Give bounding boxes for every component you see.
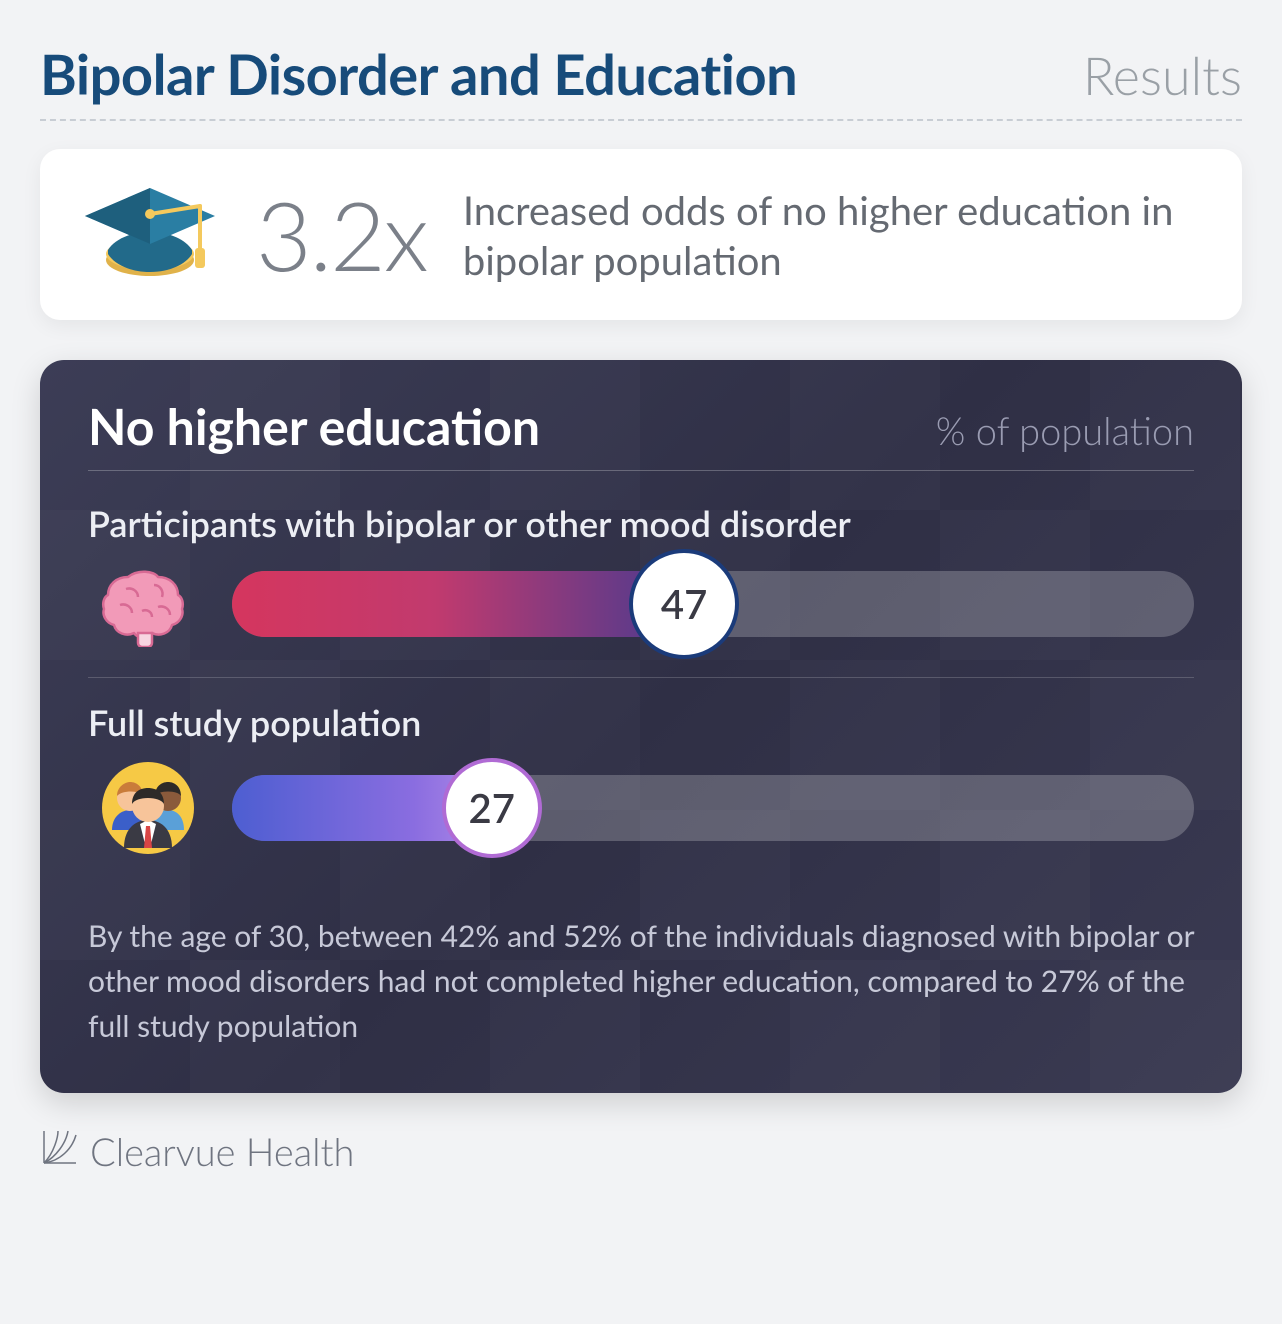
people-icon [88,760,208,856]
brand-logo-icon [40,1127,80,1176]
panel-subtitle: % of population [936,408,1194,454]
stat-value: 3.2x [256,177,427,292]
bar-group-bipolar: Participants with bipolar or other mood … [88,489,1194,671]
bar-value: 27 [469,784,515,832]
page-subtitle: Results [1083,45,1242,107]
bar-label: Participants with bipolar or other mood … [88,501,1194,545]
graduation-cap-icon [80,178,220,292]
bar-label: Full study population [88,700,1194,744]
header: Bipolar Disorder and Education Results [40,40,1242,121]
brain-icon [88,561,208,647]
bar-group-full-population: Full study population [88,677,1194,880]
bar-value-knob: 27 [442,758,542,858]
page-title: Bipolar Disorder and Education [40,40,797,107]
bar-track: 47 [232,571,1194,637]
footer: Clearvue Health [40,1127,1242,1176]
stat-description: Increased odds of no higher education in… [463,185,1202,285]
stat-card: 3.2x Increased odds of no higher educati… [40,149,1242,320]
panel-header: No higher education % of population [88,396,1194,471]
bar-value: 47 [661,580,707,628]
chart-panel: No higher education % of population Part… [40,360,1242,1093]
bar-track: 27 [232,775,1194,841]
page: Bipolar Disorder and Education Results 3… [0,0,1282,1196]
panel-title: No higher education [88,396,540,456]
brand-name: Clearvue Health [90,1129,354,1175]
panel-footnote: By the age of 30, between 42% and 52% of… [88,914,1194,1049]
bar-value-knob: 47 [629,549,739,659]
bar-row: 47 [88,561,1194,647]
bar-fill [232,571,684,637]
bar-row: 27 [88,760,1194,856]
